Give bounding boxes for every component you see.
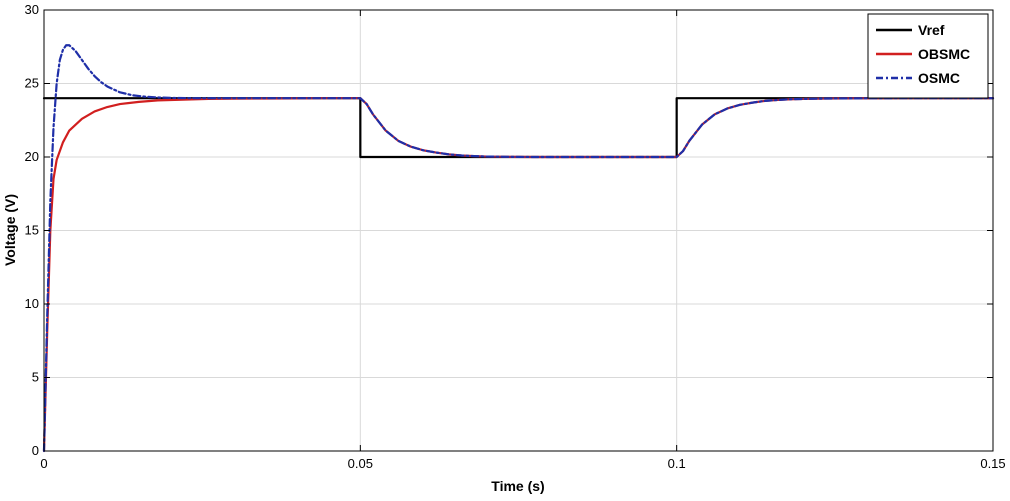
x-axis-title: Time (s) bbox=[491, 478, 544, 494]
y-tick-label: 15 bbox=[25, 223, 39, 238]
y-tick-label: 20 bbox=[25, 149, 39, 164]
x-tick-label: 0.05 bbox=[348, 456, 373, 471]
legend-label: OSMC bbox=[918, 70, 960, 86]
y-tick-label: 30 bbox=[25, 2, 39, 17]
legend: Vref OBSMC OSMC bbox=[867, 13, 989, 99]
y-tick-label: 25 bbox=[25, 76, 39, 91]
legend-label: Vref bbox=[918, 22, 945, 38]
legend-box bbox=[867, 13, 989, 99]
y-tick-label: 5 bbox=[32, 370, 39, 385]
legend-label: OBSMC bbox=[918, 46, 970, 62]
ticks: 0 0.05 0.1 0.15 0 5 10 15 20 25 30 bbox=[25, 2, 1006, 471]
series-line-osmc bbox=[42, 44, 995, 453]
x-tick-label: 0.15 bbox=[980, 456, 1005, 471]
series-layer bbox=[42, 44, 995, 453]
y-axis-title: Voltage (V) bbox=[2, 194, 18, 266]
x-tick-label: 0 bbox=[40, 456, 47, 471]
y-tick-label: 0 bbox=[32, 443, 39, 458]
x-tick-label: 0.1 bbox=[668, 456, 686, 471]
y-tick-label: 10 bbox=[25, 296, 39, 311]
